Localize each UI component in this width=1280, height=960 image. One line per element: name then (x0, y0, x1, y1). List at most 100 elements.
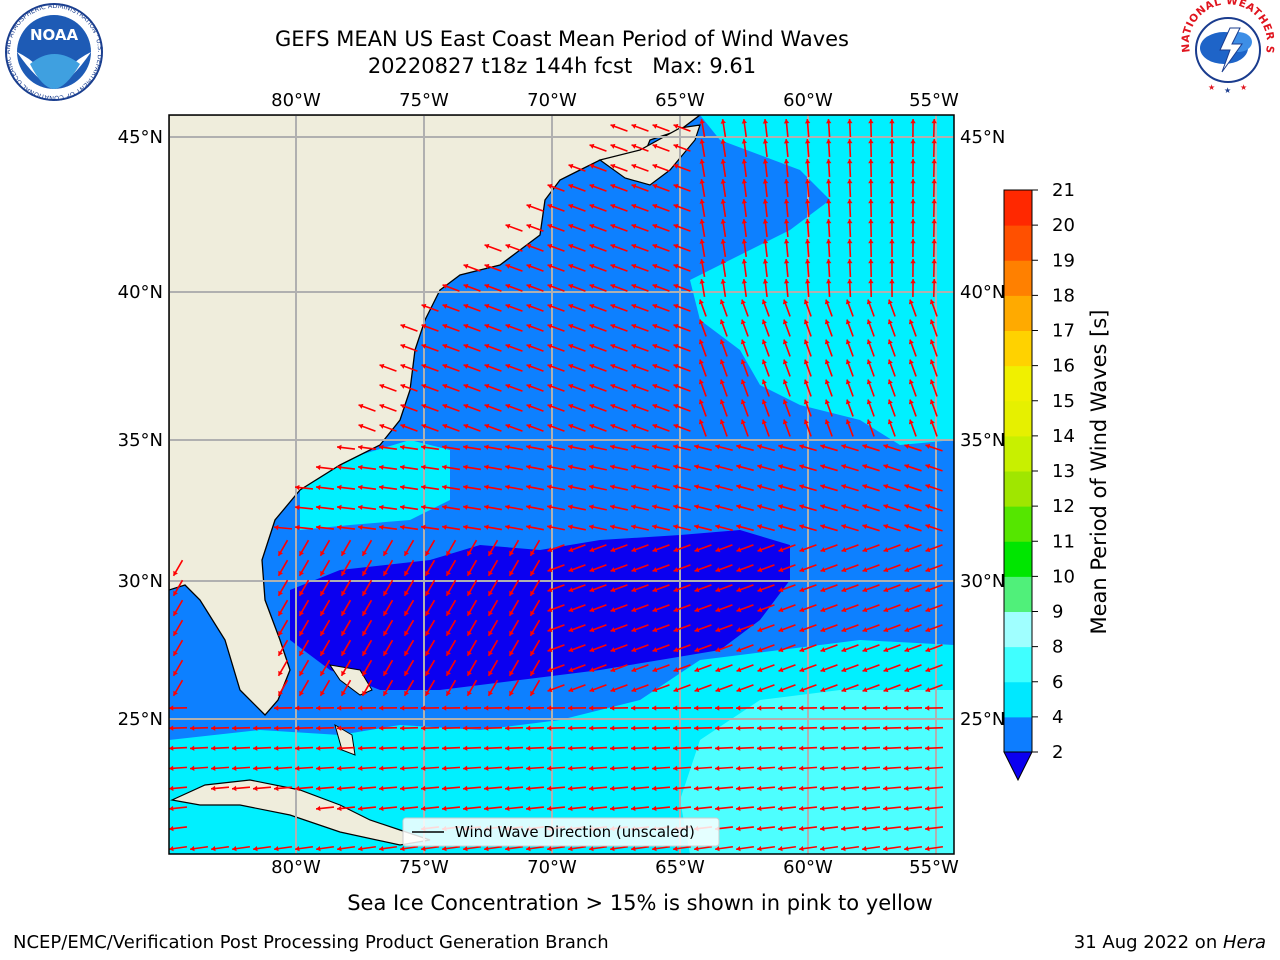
wind-wave-arrowhead (757, 667, 763, 673)
wind-wave-arrowhead (868, 259, 874, 264)
wind-wave-arrowhead (316, 464, 321, 471)
wind-wave-arrowhead (505, 504, 510, 510)
wind-wave-arrowhead (673, 687, 679, 693)
wind-wave-arrowhead (694, 524, 700, 530)
wind-wave-arrowhead (463, 444, 468, 450)
wind-wave-arrowhead (761, 379, 767, 385)
wind-wave-arrowhead (274, 725, 279, 731)
wind-wave-arrowhead (253, 725, 258, 731)
wind-wave-arrowhead (505, 725, 510, 731)
wind-wave-arrowhead (652, 524, 657, 530)
wind-wave-arrowhead (358, 504, 363, 511)
wind-wave-arrowhead (568, 363, 574, 369)
wind-wave-arrowhead (631, 647, 637, 653)
colorbar: 2 4 6 8 9 10 11 12 13 14 15 16 17 18 19 20 21 (1003, 180, 1075, 782)
wind-wave-arrowhead (463, 403, 469, 409)
wind-wave-arrowhead (383, 690, 388, 696)
wind-wave-arrowhead (589, 805, 594, 812)
wind-wave-arrowhead (778, 567, 784, 573)
wind-wave-arrowhead (463, 303, 469, 309)
wind-wave-arrowhead (505, 705, 510, 711)
wind-wave-arrowhead (698, 379, 704, 385)
wind-wave-arrowhead (925, 765, 930, 771)
sea-ice-note: Sea Ice Concentration > 15% is shown in … (347, 891, 933, 915)
wind-wave-arrowhead (883, 725, 888, 731)
wind-wave-arrowhead (908, 379, 914, 385)
wind-wave-arrowhead (826, 179, 832, 184)
wind-wave-arrowhead (925, 705, 930, 711)
wind-wave-direction-arrows (169, 118, 944, 852)
wind-wave-arrowhead (278, 570, 283, 576)
colorbar-segment (1004, 506, 1032, 542)
wind-wave-arrowhead (320, 570, 325, 576)
wind-wave-arrowhead (526, 785, 531, 792)
wind-wave-arrowhead (719, 399, 725, 405)
wind-wave-arrowhead (446, 590, 451, 596)
wind-wave-arrowhead (484, 243, 490, 249)
wind-wave-arrowhead (778, 607, 784, 613)
wind-wave-arrowhead (868, 139, 874, 144)
wind-wave-arrowhead (778, 504, 784, 510)
wind-wave-arrowhead (904, 825, 909, 832)
wind-wave-arrowhead (931, 179, 937, 184)
wind-wave-arrowhead (631, 587, 637, 593)
wind-wave-arrowhead (883, 607, 889, 613)
wind-wave-arrowhead (484, 303, 490, 309)
wind-wave-arrowhead (820, 464, 826, 470)
wind-wave-arrowhead (862, 504, 868, 510)
wind-wave-arrowhead (652, 484, 657, 490)
wind-wave-arrowhead (400, 785, 405, 792)
wind-wave-arrowhead (526, 343, 532, 349)
lon-label-80w-bottom: 80°W (271, 857, 321, 878)
wind-wave-arrowhead (778, 745, 783, 751)
wind-wave-arrowhead (929, 379, 935, 385)
wind-wave-arrowhead (568, 547, 574, 553)
colorbar-segment (1004, 716, 1032, 753)
wind-wave-arrowhead (173, 650, 178, 656)
wind-wave-arrowhead (761, 359, 767, 365)
wind-wave-arrowhead (904, 846, 909, 852)
wind-wave-arrowhead (652, 343, 658, 349)
wind-wave-arrowhead (720, 199, 726, 204)
wind-wave-arrowhead (278, 690, 283, 696)
wind-wave-arrowhead (463, 323, 469, 329)
wind-wave-arrowhead (841, 805, 846, 812)
wind-wave-arrowhead (699, 259, 705, 264)
wind-wave-arrowhead (446, 630, 451, 636)
wind-wave-arrowhead (715, 667, 721, 673)
wind-wave-arrowhead (610, 143, 616, 149)
wind-wave-arrowhead (589, 143, 595, 149)
wind-wave-arrowhead (820, 504, 826, 510)
wind-wave-arrowhead (568, 725, 573, 731)
wind-wave-arrowhead (484, 484, 489, 490)
lat-label-35n: 35°N (118, 430, 163, 451)
latitude-labels-left: 45°N 40°N 35°N 30°N 25°N (118, 127, 163, 730)
wind-wave-arrowhead (699, 219, 705, 224)
wind-wave-arrowhead (631, 705, 636, 711)
wind-wave-arrowhead (883, 547, 889, 553)
lat-label-45n: 45°N (118, 127, 163, 148)
wind-wave-arrowhead (925, 725, 930, 731)
wind-wave-arrowhead (316, 846, 321, 852)
wind-wave-arrowhead (803, 379, 809, 385)
wind-wave-arrowhead (173, 670, 178, 676)
wind-wave-arrowhead (631, 464, 636, 470)
wind-wave-arrowhead (547, 263, 553, 269)
wind-wave-arrowhead (547, 725, 552, 731)
wind-wave-arrowhead (421, 484, 426, 490)
wind-wave-arrowhead (316, 504, 321, 511)
wind-wave-arrowhead (761, 339, 767, 345)
wind-wave-arrowhead (883, 805, 888, 812)
wind-wave-arrowhead (889, 199, 895, 204)
wind-wave-arrowhead (904, 785, 909, 792)
wind-wave-arrowhead (362, 550, 367, 556)
wind-wave-arrowhead (610, 323, 616, 329)
wind-wave-arrowhead (337, 504, 342, 511)
wind-wave-arrowhead (547, 607, 553, 613)
wind-wave-arrowhead (400, 484, 405, 490)
wind-wave-arrowhead (295, 785, 300, 792)
wind-wave-arrowhead (526, 705, 531, 711)
wind-wave-arrowhead (694, 745, 699, 751)
wind-wave-arrowhead (505, 464, 510, 470)
wind-wave-arrowhead (421, 423, 427, 429)
